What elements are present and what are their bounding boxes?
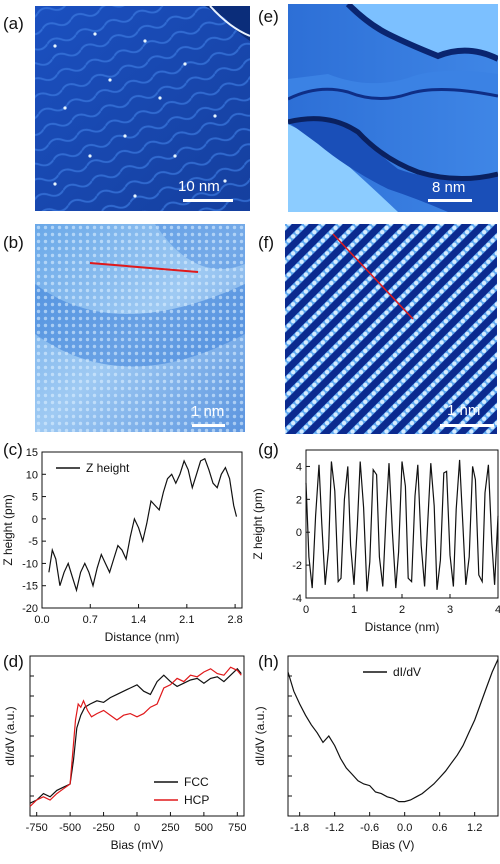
x-tick-label-d: -250 bbox=[93, 822, 115, 834]
scale-label-b: 1 nm bbox=[191, 403, 225, 420]
x-tick-label-d: 500 bbox=[195, 822, 213, 834]
panel-label-g: (g) bbox=[258, 440, 279, 459]
x-tick-label-g: 2 bbox=[399, 604, 405, 616]
y-axis-label-g: Z height (pm) bbox=[251, 488, 265, 559]
panel-label-e: (e) bbox=[258, 7, 279, 26]
x-tick-label-c: 0.7 bbox=[83, 614, 98, 626]
panel-label-h: (h) bbox=[258, 652, 279, 671]
y-tick-label-c: 15 bbox=[26, 447, 38, 459]
series-line-h-0 bbox=[287, 658, 499, 803]
x-tick-label-d: -750 bbox=[26, 822, 48, 834]
x-tick-label-g: 4 bbox=[495, 604, 500, 616]
y-axis-label-c: Z height (pm) bbox=[1, 494, 15, 565]
x-axis-label-d: Bias (mV) bbox=[111, 838, 164, 852]
x-tick-label-h: -1.2 bbox=[325, 822, 344, 834]
y-tick-label-g: -2 bbox=[292, 560, 302, 572]
x-tick-label-c: 2.8 bbox=[227, 614, 242, 626]
y-tick-label-g: -4 bbox=[292, 593, 302, 605]
x-tick-label-h: -0.6 bbox=[360, 822, 379, 834]
y-axis-label-h: dI/dV (a.u.) bbox=[253, 706, 267, 765]
scale-label-a: 10 nm bbox=[178, 178, 220, 195]
stm-image-b bbox=[35, 224, 245, 432]
y-tick-label-c: -5 bbox=[28, 536, 38, 548]
legend-label-d: HCP bbox=[184, 793, 209, 807]
x-axis-label-g: Distance (nm) bbox=[365, 620, 440, 634]
scale-bar-e bbox=[428, 199, 472, 202]
chart-g: 0 1 2 3 4 -4 -2 0 2 4 Distance (nm) Z height (pm) bbox=[251, 449, 500, 634]
x-tick-label-g: 0 bbox=[303, 604, 309, 616]
x-tick-label-g: 3 bbox=[447, 604, 453, 616]
scale-bar-b bbox=[192, 424, 225, 427]
panel-label-a: (a) bbox=[3, 14, 24, 33]
line-profile-b bbox=[89, 262, 199, 273]
scale-bar-f bbox=[440, 424, 494, 427]
chart-c: 0.0 0.7 1.4 2.1 2.8 -20 -15 -10 -5 0 5 10 15 Distance… bbox=[1, 447, 243, 644]
x-tick-label-h: 1.2 bbox=[467, 822, 482, 834]
stm-image-f bbox=[285, 224, 497, 434]
x-tick-label-h: 0.6 bbox=[432, 822, 447, 834]
panel-label-d: (d) bbox=[3, 652, 24, 671]
x-tick-label-d: 0 bbox=[134, 822, 140, 834]
series-line-d-0 bbox=[29, 667, 242, 804]
legend-label-h: dI/dV bbox=[393, 665, 421, 679]
x-tick-label-g: 1 bbox=[351, 604, 357, 616]
scale-label-f: 1 nm bbox=[447, 402, 481, 419]
series-line-d-1 bbox=[29, 666, 242, 807]
y-tick-label-g: 2 bbox=[296, 494, 302, 506]
legend-label-d: FCC bbox=[184, 775, 209, 789]
y-tick-label-c: 10 bbox=[26, 469, 38, 481]
x-tick-label-d: 250 bbox=[161, 822, 179, 834]
x-tick-label-d: 750 bbox=[228, 822, 246, 834]
plot-frame-d bbox=[29, 655, 245, 817]
x-tick-label-d: -500 bbox=[59, 822, 81, 834]
x-axis-label-c: Distance (nm) bbox=[105, 630, 180, 644]
y-axis-label-d: dI/dV (a.u.) bbox=[3, 706, 17, 765]
x-tick-label-c: 1.4 bbox=[131, 614, 146, 626]
panel-label-c: (c) bbox=[3, 440, 23, 459]
y-tick-label-c: 5 bbox=[32, 492, 38, 504]
y-tick-label-c: -20 bbox=[22, 603, 38, 615]
chart-h: -1.8 -1.2 -0.6 0.0 0.6 1.2 Bias (V) dI/dV (a.u.… bbox=[253, 655, 499, 852]
y-tick-label-c: 0 bbox=[32, 514, 38, 526]
y-tick-label-g: 4 bbox=[296, 461, 302, 473]
legend-label-c: Z height bbox=[86, 461, 130, 475]
panel-label-b: (b) bbox=[3, 233, 24, 252]
x-tick-label-h: -1.8 bbox=[290, 822, 309, 834]
scale-bar-a bbox=[183, 199, 233, 202]
line-profile-f bbox=[332, 233, 414, 320]
x-tick-label-c: 0.0 bbox=[34, 614, 49, 626]
panel-label-f: (f) bbox=[258, 233, 275, 252]
plot-frame-c bbox=[41, 451, 243, 609]
series-line-c-0 bbox=[48, 457, 238, 593]
series-line-g-0 bbox=[305, 459, 499, 592]
scale-label-e: 8 nm bbox=[432, 179, 466, 196]
y-tick-label-c: -10 bbox=[22, 558, 38, 570]
x-tick-label-h: 0.0 bbox=[397, 822, 412, 834]
x-axis-label-h: Bias (V) bbox=[372, 838, 415, 852]
chart-d: -750 -500 -250 0 250 500 750 Bias (mV) dI/dV (a.… bbox=[3, 655, 246, 852]
stm-image-e bbox=[288, 4, 498, 212]
stm-image-a bbox=[35, 6, 250, 211]
y-tick-label-c: -15 bbox=[22, 581, 38, 593]
y-tick-label-g: 0 bbox=[296, 527, 302, 539]
x-tick-label-c: 2.1 bbox=[179, 614, 194, 626]
